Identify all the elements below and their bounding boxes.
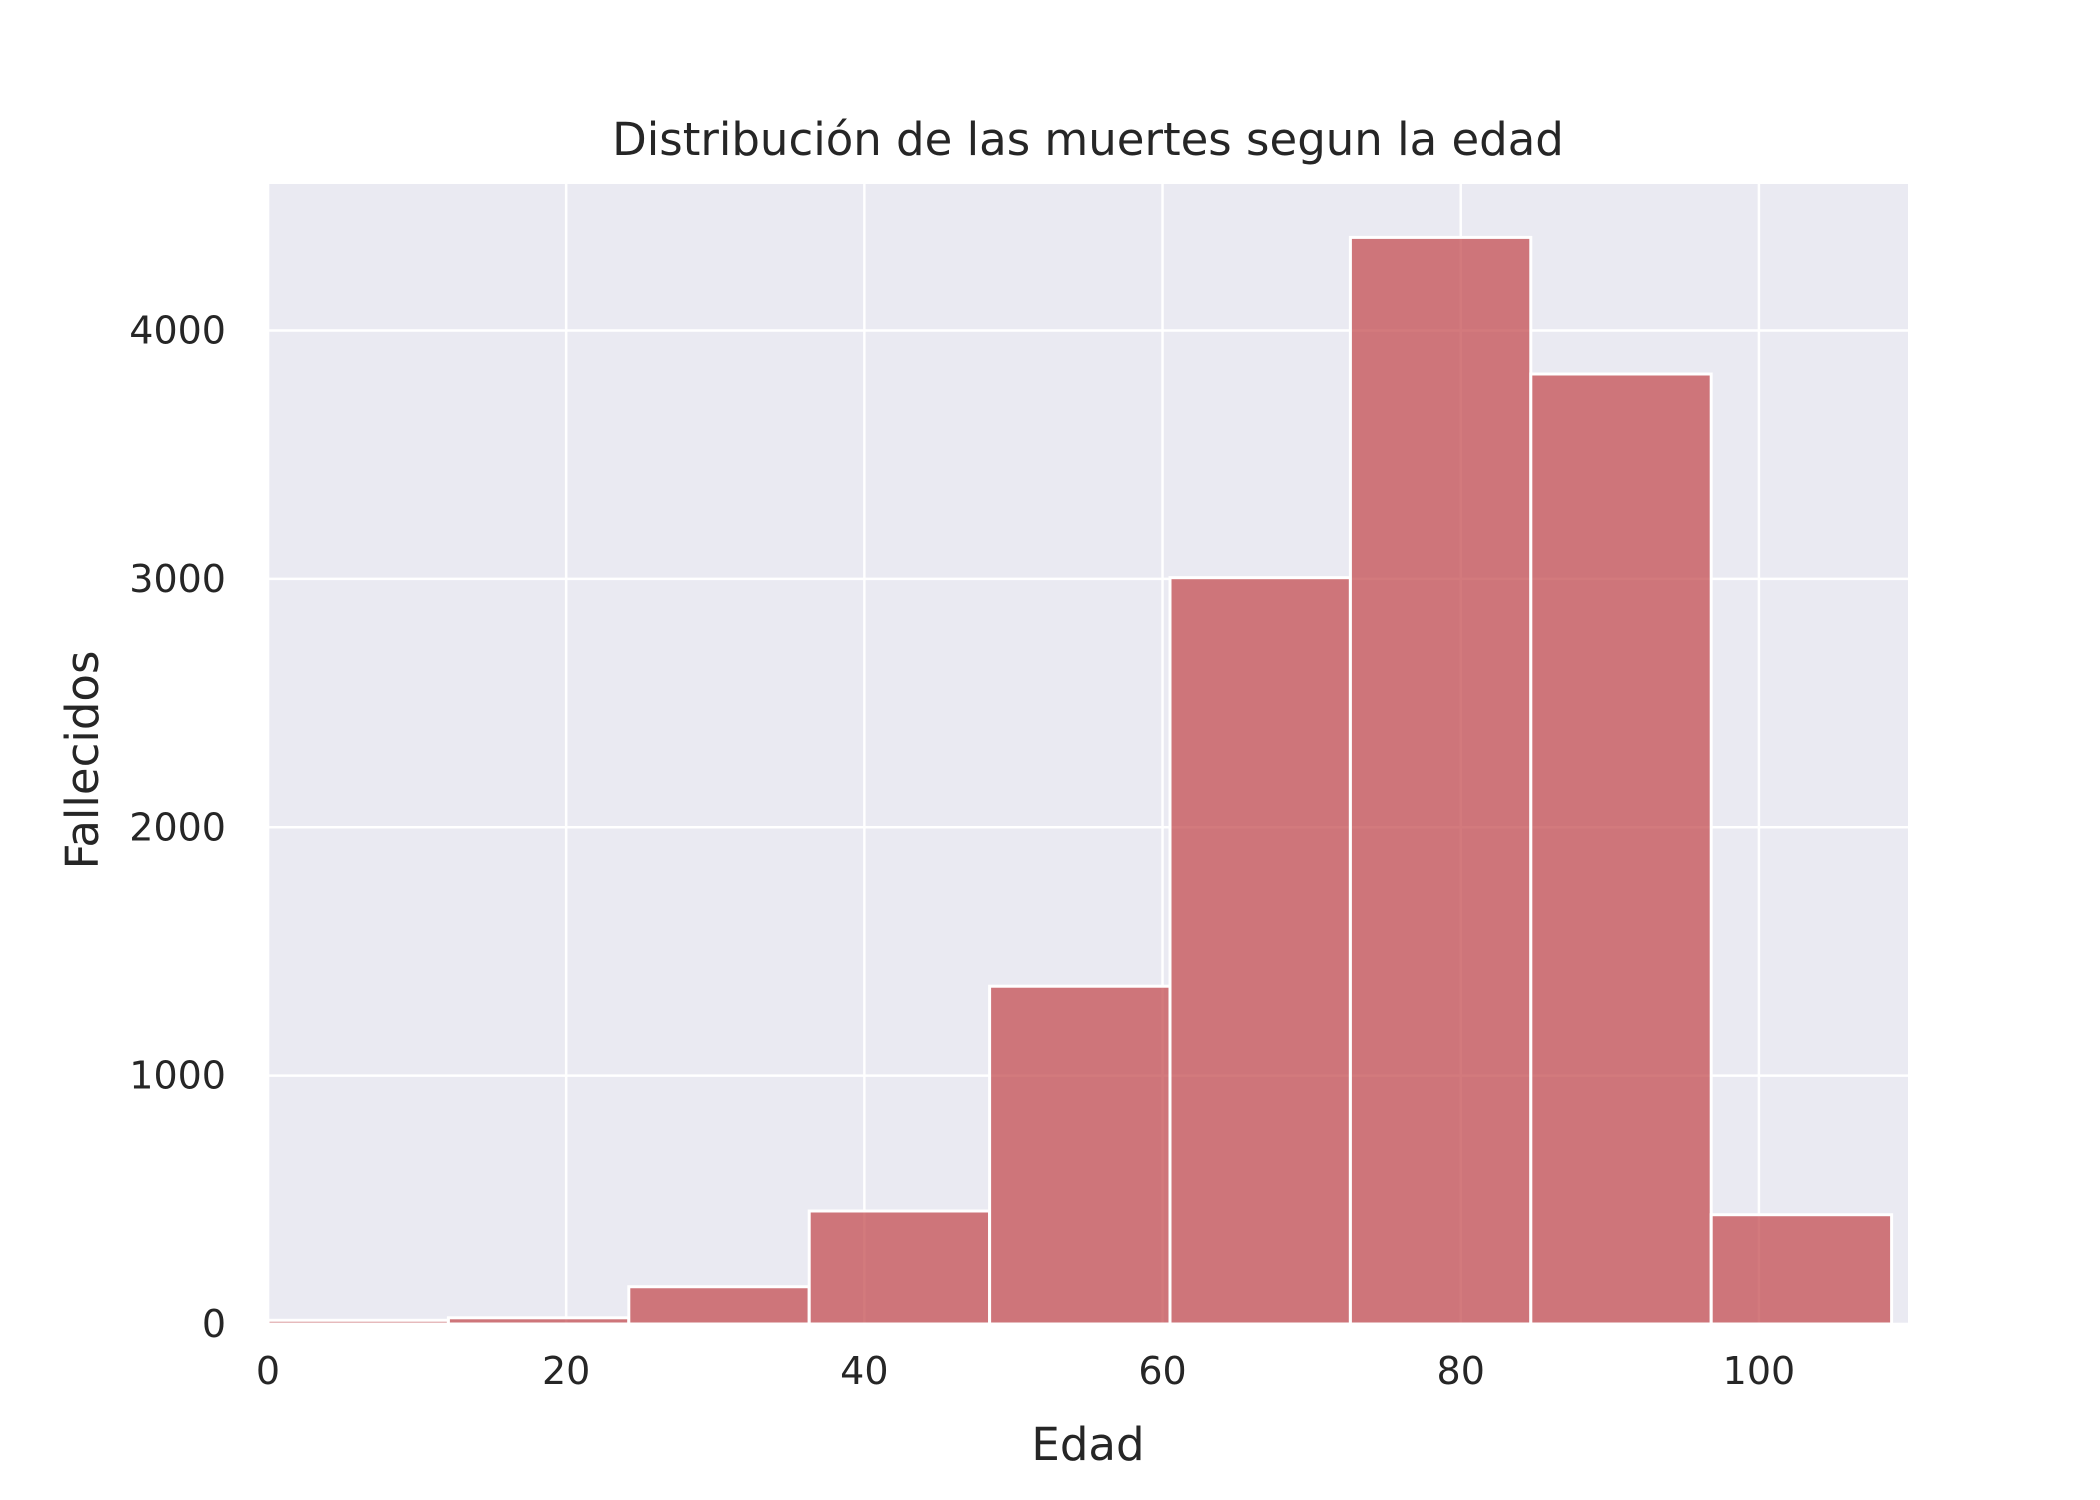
histogram-bar xyxy=(988,984,1172,1326)
chart-title: Distribución de las muertes segun la eda… xyxy=(612,113,1564,166)
x-axis-label: Edad xyxy=(1031,1418,1144,1471)
y-tick-label: 0 xyxy=(202,1302,226,1346)
histogram-bars xyxy=(266,235,1894,1326)
histogram-bar xyxy=(1168,576,1352,1326)
histogram-bar xyxy=(1529,372,1713,1326)
y-tick-label: 2000 xyxy=(129,805,226,849)
histogram-bar xyxy=(446,1316,631,1326)
y-tick-label: 4000 xyxy=(129,309,226,353)
histogram-bar xyxy=(627,1285,811,1326)
histogram-bar xyxy=(1709,1213,1894,1326)
histogram-bar xyxy=(1348,235,1533,1326)
x-tick-label: 80 xyxy=(1437,1349,1485,1393)
x-tick-label: 0 xyxy=(256,1349,280,1393)
histogram-bar xyxy=(807,1209,992,1326)
y-tick-label: 3000 xyxy=(129,557,226,601)
histogram-bar xyxy=(266,1318,450,1326)
x-tick-label: 60 xyxy=(1138,1349,1186,1393)
y-axis-label: Fallecidos xyxy=(56,651,109,870)
x-axis-ticks: 0 20 40 60 80 100 xyxy=(256,1349,1795,1393)
y-axis-ticks: 0 1000 2000 3000 4000 xyxy=(129,309,226,1346)
x-tick-label: 40 xyxy=(840,1349,888,1393)
y-tick-label: 1000 xyxy=(129,1054,226,1098)
x-tick-label: 100 xyxy=(1723,1349,1796,1393)
x-tick-label: 20 xyxy=(542,1349,590,1393)
